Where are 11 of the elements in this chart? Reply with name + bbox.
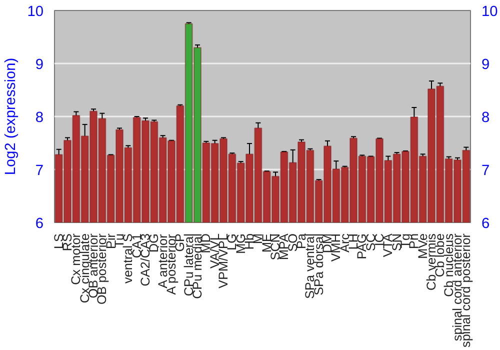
y-tick-label: 6 [35, 216, 44, 232]
y-axis-title: Log2 (expression) [3, 58, 20, 176]
y-tick-label: 10 [27, 4, 44, 20]
y-tick-label: 7 [35, 163, 44, 179]
y2-tick-label: 7 [482, 163, 490, 179]
y2-tick-label: 6 [482, 216, 490, 232]
y2-tick-label: 8 [482, 110, 490, 126]
y2-tick-label: 10 [482, 4, 498, 20]
y-tick-label: 9 [35, 57, 44, 73]
y2-tick-label: 9 [482, 57, 490, 73]
y-tick-label: 8 [35, 110, 44, 126]
